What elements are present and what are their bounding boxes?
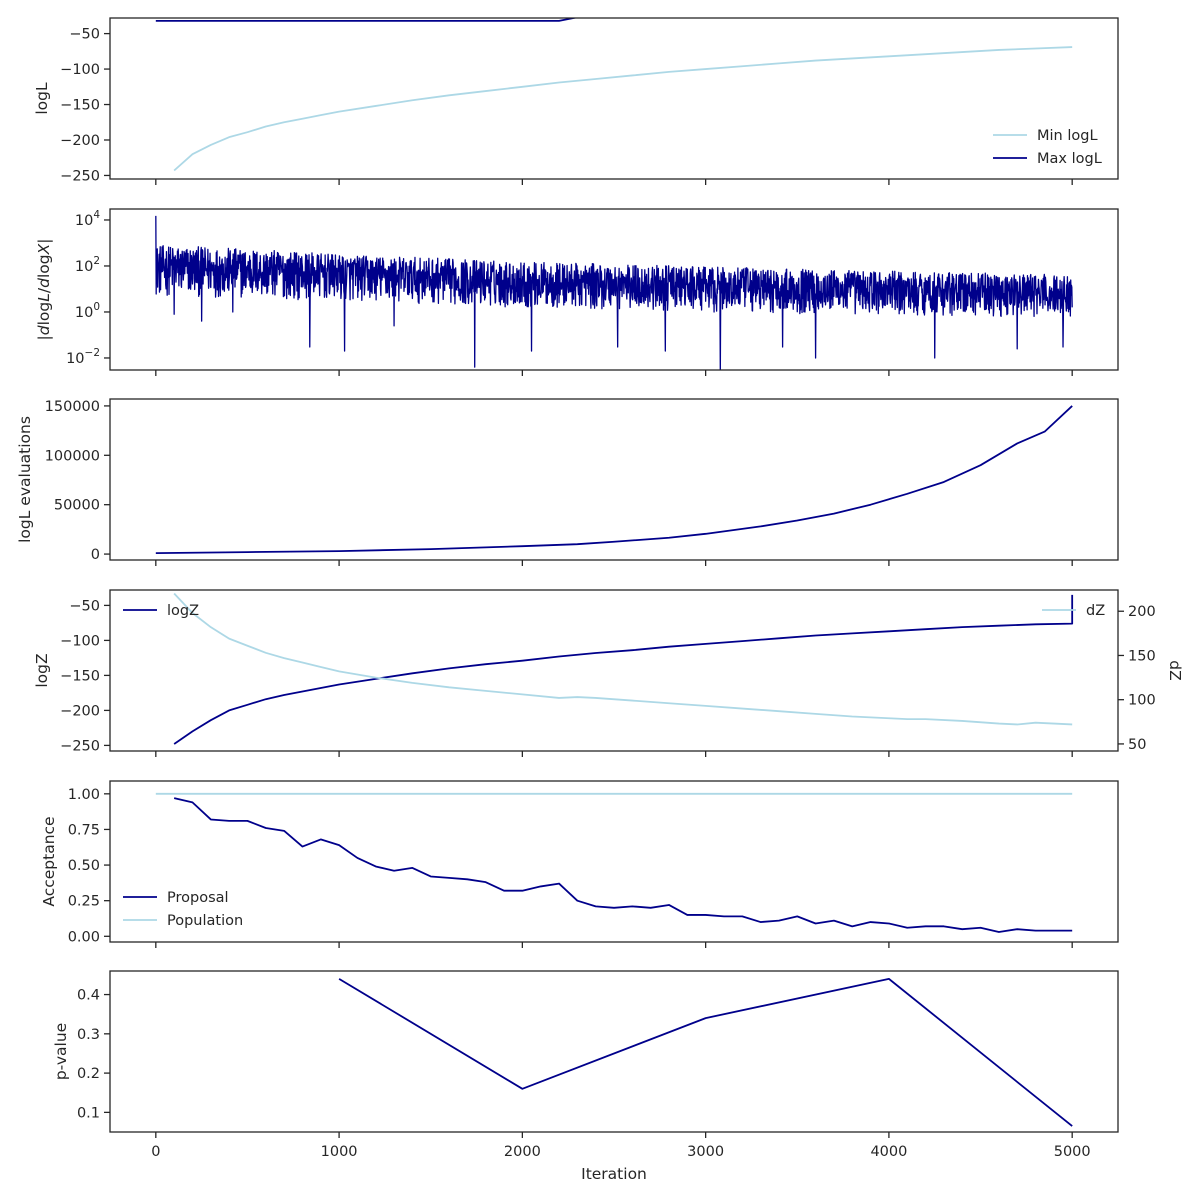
series-line-proposal (173, 797, 1073, 933)
y-tick-label: 0.4 (77, 988, 100, 1004)
y-tick-label: 0.75 (68, 822, 100, 838)
y-tick-label: 0.3 (77, 1027, 100, 1043)
axes-frame (109, 398, 1119, 561)
y-tick-label: −200 (60, 133, 100, 149)
plot-area (155, 18, 1073, 172)
plot-area (155, 792, 1073, 933)
plot-area (155, 215, 1073, 370)
axes-frame (109, 970, 1119, 1133)
x-tick-label: 5000 (1054, 1144, 1091, 1160)
y-tick-label: −200 (60, 703, 100, 719)
y-tick-label: 102 (75, 255, 100, 275)
panel-pvalue: 0.4 0.3 0.2 0.1 p-value 0 1000 2000 3000 4000 5000 (52, 970, 1119, 1160)
y2-axis-label: dZ (1166, 660, 1184, 680)
series-line-dz (173, 592, 1073, 726)
legend-right: dZ (1042, 603, 1105, 619)
y-tick-label: −150 (60, 668, 100, 684)
y-tick-label: 104 (75, 209, 100, 229)
plot-area (173, 592, 1074, 745)
x-axis-label: Iteration (581, 1165, 647, 1183)
y-axis-label: |dlogL/dlogX| (35, 239, 53, 341)
series-line (155, 215, 1073, 370)
y-tick-label: −50 (69, 27, 100, 43)
panel-dlogl: 104 102 100 10−2 |dlogL/dlogX| (35, 208, 1119, 376)
x-tick-label: 2000 (504, 1144, 541, 1160)
plot-area (338, 977, 1073, 1127)
legend-label: Max logL (1037, 151, 1102, 167)
x-tick-label: 0 (151, 1144, 160, 1160)
y2-tick-label: 200 (1128, 604, 1156, 620)
y-tick-label: 0.25 (68, 894, 100, 910)
legend: Proposal Population (123, 890, 243, 929)
series-line-min-logl (173, 46, 1073, 172)
panel-acceptance: 1.00 0.75 0.50 0.25 0.00 Acceptance Proposal Po… (40, 780, 1119, 948)
x-tick-label: 4000 (870, 1144, 907, 1160)
legend-label: logZ (167, 603, 199, 619)
legend-label: Min logL (1037, 128, 1098, 144)
y-tick-label: 0.00 (68, 929, 100, 945)
y-axis-label: p-value (52, 1023, 70, 1080)
legend-label: Proposal (167, 890, 229, 906)
y-tick-label: 150000 (45, 399, 100, 415)
y-tick-label: −250 (60, 168, 100, 184)
y-tick-label: 0.1 (77, 1105, 100, 1121)
series-line-max-logl (155, 18, 910, 22)
legend-left: logZ (123, 603, 199, 619)
y2-tick-label: 50 (1128, 737, 1146, 753)
y-tick-label: 10−2 (66, 347, 100, 367)
axes-frame (109, 208, 1119, 371)
y-tick-label: 0 (91, 547, 100, 563)
panel-logl: −50 −100 −150 −200 −250 logL Min logL Max logL (33, 17, 1119, 185)
y2-tick-label: 150 (1128, 648, 1156, 664)
y-tick-label: 100 (75, 301, 100, 321)
plot-area (155, 405, 1073, 554)
axes-frame (109, 780, 1119, 943)
y-axis-label: logL evaluations (16, 416, 34, 543)
y-tick-label: 0.50 (68, 858, 100, 874)
y-axis-label: logL (33, 82, 51, 115)
y-tick-label: −150 (60, 98, 100, 114)
series-line-logz (173, 594, 1074, 745)
series-line-0 (338, 977, 1073, 1127)
y-tick-label: −50 (69, 598, 100, 614)
y-tick-label: −250 (60, 738, 100, 754)
axes-frame (109, 589, 1119, 752)
y-tick-label: −100 (60, 633, 100, 649)
x-tick-label: 1000 (321, 1144, 358, 1160)
y-tick-label: 50000 (54, 498, 100, 514)
axes-frame (109, 17, 1119, 180)
panel-logz: −50 −100 −150 −200 −250 logZ 200 150 100 50 dZ logZ… (33, 589, 1184, 757)
legend-label: dZ (1086, 603, 1105, 619)
y-tick-label: 0.2 (77, 1066, 100, 1082)
y-tick-label: −100 (60, 62, 100, 78)
y-axis-label: Acceptance (40, 816, 58, 906)
y-tick-label: 100000 (45, 448, 100, 464)
panel-evals: 150000 100000 50000 0 logL evaluations (16, 398, 1119, 566)
y2-tick-label: 100 (1128, 693, 1156, 709)
y-tick-label: 1.00 (68, 787, 100, 803)
x-tick-label: 3000 (687, 1144, 724, 1160)
legend-label: Population (167, 913, 243, 929)
legend: Min logL Max logL (993, 128, 1102, 167)
y-axis-label: logZ (33, 653, 51, 687)
series-line-0 (155, 405, 1073, 554)
